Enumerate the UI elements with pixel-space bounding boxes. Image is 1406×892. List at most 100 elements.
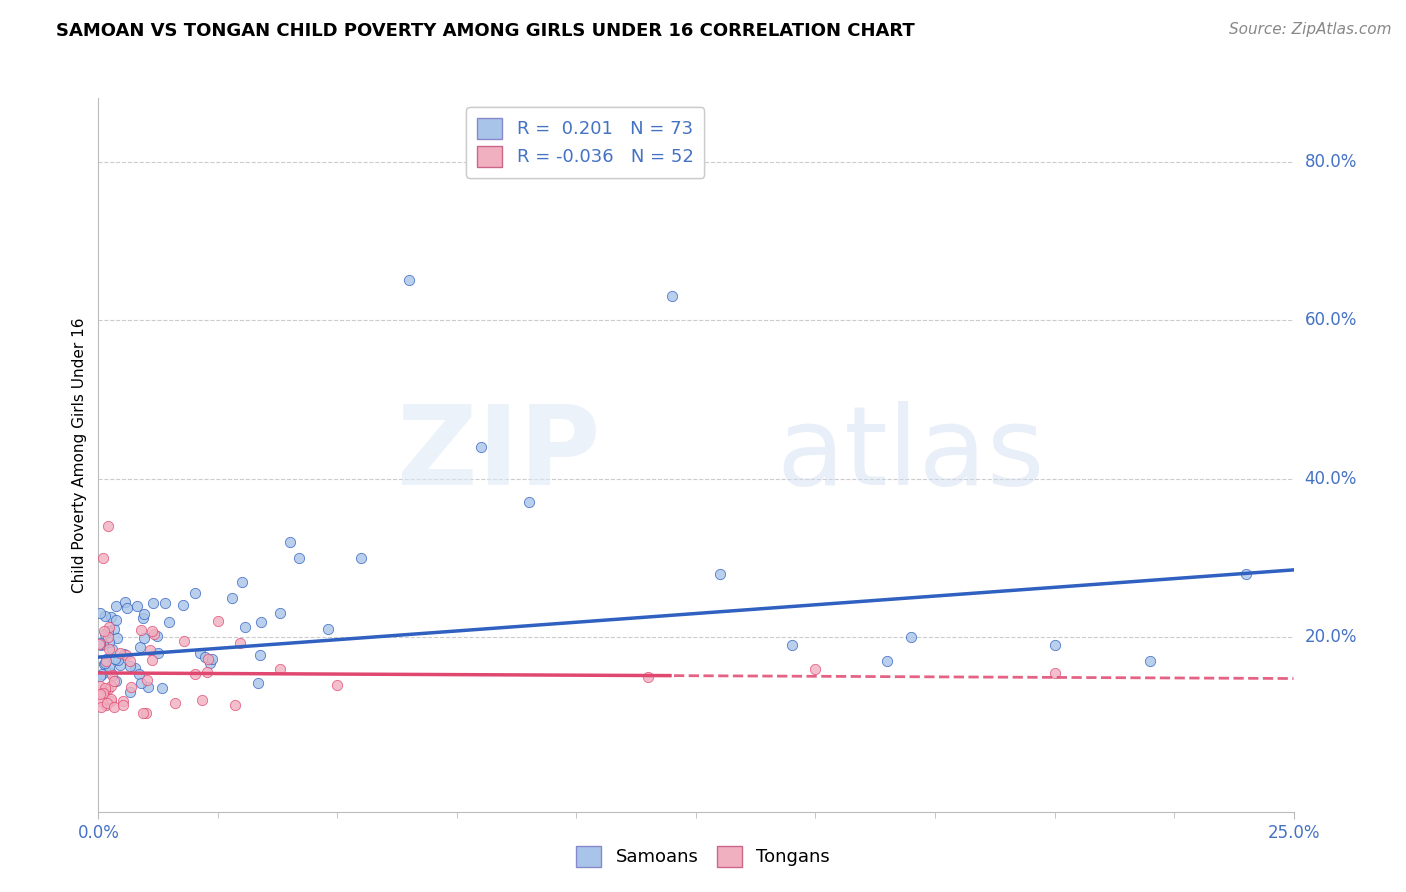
Point — [398, 273, 420, 287]
Point — [517, 495, 540, 509]
Point — [104, 651, 127, 665]
Point — [94, 654, 117, 668]
Point — [96, 652, 118, 666]
Point — [637, 670, 659, 684]
Point — [135, 706, 157, 721]
Point — [876, 654, 898, 668]
Point — [103, 674, 125, 689]
Point — [100, 668, 122, 682]
Point — [87, 637, 110, 651]
Point — [157, 615, 180, 629]
Point — [94, 681, 117, 695]
Point — [115, 648, 138, 663]
Point — [89, 680, 111, 694]
Point — [105, 673, 128, 688]
Point — [97, 642, 120, 657]
Point — [120, 659, 142, 673]
Point — [100, 679, 122, 693]
Point — [148, 646, 170, 660]
Point — [194, 649, 217, 664]
Point — [114, 595, 136, 609]
Point — [661, 289, 683, 303]
Text: 40.0%: 40.0% — [1305, 470, 1357, 488]
Point — [146, 629, 169, 643]
Point — [231, 574, 253, 589]
Point — [120, 680, 142, 694]
Point — [96, 697, 118, 711]
Point — [91, 686, 114, 700]
Point — [97, 624, 120, 638]
Point — [1043, 638, 1066, 652]
Point — [103, 699, 125, 714]
Point — [89, 636, 111, 650]
Point — [108, 646, 131, 660]
Point — [100, 692, 122, 706]
Point — [141, 624, 163, 639]
Text: 80.0%: 80.0% — [1305, 153, 1357, 170]
Point — [105, 613, 128, 627]
Point — [269, 607, 291, 621]
Point — [200, 656, 222, 670]
Point — [103, 622, 125, 636]
Point — [105, 631, 128, 645]
Point — [94, 682, 117, 697]
Point — [804, 662, 827, 676]
Point — [138, 680, 160, 694]
Point — [112, 648, 135, 662]
Point — [709, 566, 731, 581]
Point — [141, 653, 163, 667]
Point — [97, 630, 120, 644]
Point — [98, 660, 121, 674]
Point — [90, 700, 112, 714]
Point — [780, 638, 803, 652]
Point — [207, 615, 229, 629]
Point — [93, 657, 115, 672]
Point — [93, 624, 115, 638]
Point — [94, 656, 117, 670]
Point — [201, 652, 224, 666]
Point — [350, 551, 373, 566]
Point — [110, 657, 132, 672]
Point — [97, 635, 120, 649]
Point — [111, 698, 134, 712]
Point — [90, 667, 112, 681]
Point — [326, 678, 349, 692]
Point — [165, 696, 187, 710]
Text: atlas: atlas — [778, 401, 1045, 508]
Point — [132, 706, 155, 721]
Point — [104, 599, 127, 613]
Point — [97, 620, 120, 634]
Point — [118, 684, 141, 698]
Point — [128, 666, 150, 681]
Point — [278, 535, 301, 549]
Text: SAMOAN VS TONGAN CHILD POVERTY AMONG GIRLS UNDER 16 CORRELATION CHART: SAMOAN VS TONGAN CHILD POVERTY AMONG GIR… — [56, 22, 915, 40]
Point — [94, 627, 117, 641]
Point — [233, 620, 256, 634]
Point — [132, 611, 155, 625]
Point — [316, 623, 339, 637]
Point — [150, 681, 173, 695]
Point — [139, 643, 162, 657]
Point — [288, 551, 311, 566]
Point — [173, 634, 195, 648]
Point — [100, 666, 122, 681]
Point — [90, 694, 112, 708]
Point — [91, 637, 114, 651]
Point — [132, 607, 155, 622]
Point — [184, 666, 207, 681]
Point — [89, 638, 111, 652]
Point — [229, 636, 252, 650]
Point — [100, 610, 122, 624]
Point — [129, 676, 152, 690]
Point — [107, 652, 129, 666]
Point — [470, 440, 492, 454]
Point — [197, 652, 219, 666]
Point — [128, 640, 150, 654]
Point — [224, 698, 246, 712]
Point — [195, 665, 218, 679]
Point — [94, 698, 117, 713]
Point — [100, 694, 122, 708]
Point — [97, 519, 120, 533]
Point — [1234, 566, 1257, 581]
Point — [136, 673, 159, 687]
